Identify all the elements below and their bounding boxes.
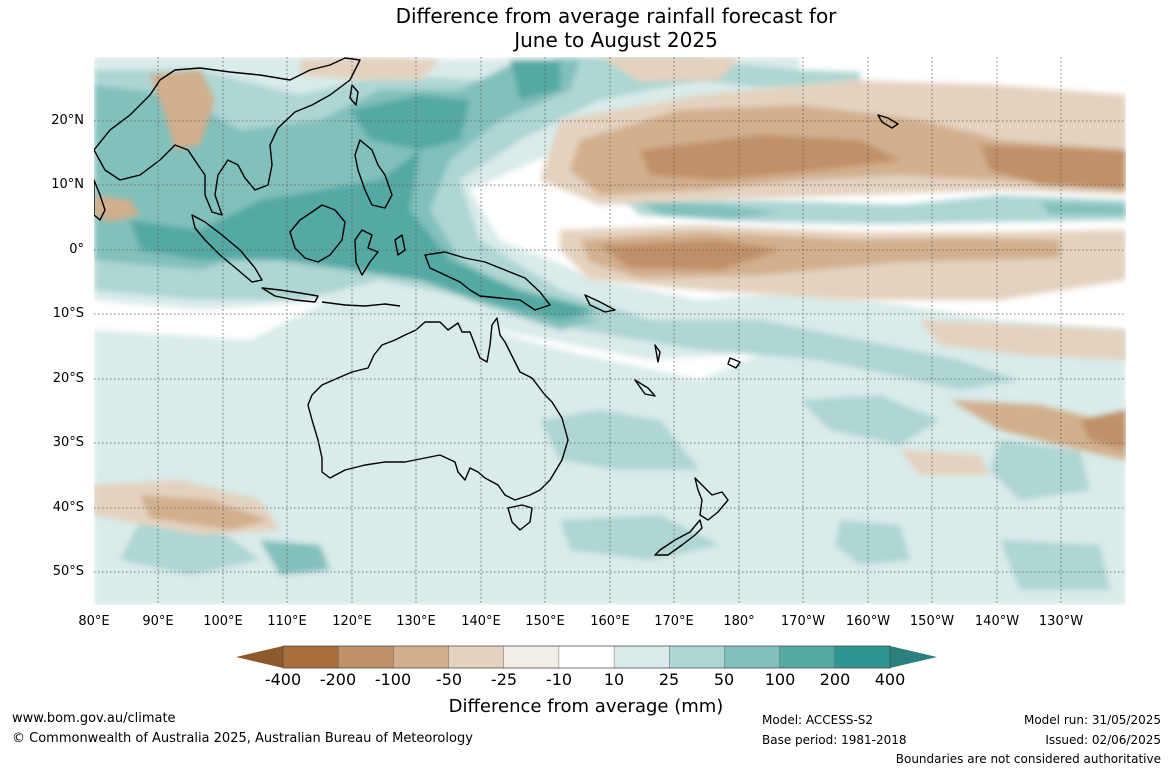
lon-label-180: 180° bbox=[723, 614, 755, 629]
lat-label-20s: 20°S bbox=[52, 371, 84, 386]
lon-label-170w: 170°W bbox=[780, 614, 826, 629]
lat-label-50s: 50°S bbox=[52, 564, 84, 579]
new-caledonia-outline bbox=[634, 379, 656, 397]
philippines-outline bbox=[354, 139, 393, 209]
lon-label-140e: 140°E bbox=[461, 614, 501, 629]
new-zealand-north-outline bbox=[694, 477, 729, 521]
solomon-islands-outline bbox=[584, 294, 616, 313]
lat-label-0: 0° bbox=[69, 242, 84, 257]
sumatra-outline bbox=[191, 214, 263, 283]
fiji-outline bbox=[727, 357, 741, 369]
lat-label-30s: 30°S bbox=[52, 435, 84, 450]
lon-label-100e: 100°E bbox=[203, 614, 243, 629]
java-outline bbox=[261, 287, 319, 303]
borneo-outline bbox=[289, 204, 346, 263]
colorbar-label: 10 bbox=[603, 670, 625, 689]
vanuatu-outline bbox=[654, 344, 661, 363]
australia-outline bbox=[307, 317, 569, 501]
lat-label-40s: 40°S bbox=[52, 500, 84, 515]
lon-label-130w: 130°W bbox=[1038, 614, 1084, 629]
disclaimer-text: Boundaries are not considered authoritat… bbox=[895, 752, 1161, 766]
model-text: Model: ACCESS-S2 bbox=[762, 713, 874, 727]
colorbar-label: 50 bbox=[713, 670, 735, 689]
copyright-text: © Commonwealth of Australia 2025, Austra… bbox=[12, 731, 473, 746]
website-link[interactable]: www.bom.gov.au/climate bbox=[12, 711, 176, 726]
lat-label-20n: 20°N bbox=[51, 113, 84, 128]
lon-label-170e: 170°E bbox=[654, 614, 694, 629]
base-period-text: Base period: 1981-2018 bbox=[762, 733, 907, 747]
colorbar-label: 100 bbox=[764, 670, 796, 689]
lesser-sunda-outline bbox=[321, 301, 401, 307]
issued-text: Issued: 02/06/2025 bbox=[1045, 733, 1161, 747]
colorbar-label: 400 bbox=[874, 670, 906, 689]
mainland-asia-outline bbox=[94, 57, 361, 216]
lon-label-160e: 160°E bbox=[590, 614, 630, 629]
colorbar-label: 200 bbox=[819, 670, 851, 689]
colorbar-label: -200 bbox=[319, 670, 357, 689]
title-line-1: Difference from average rainfall forecas… bbox=[395, 4, 837, 28]
new-zealand-south-outline bbox=[654, 519, 703, 556]
title-line-2: June to August 2025 bbox=[514, 28, 718, 52]
new-guinea-outline bbox=[424, 251, 551, 311]
tasmania-outline bbox=[507, 504, 533, 531]
colorbar-title: Difference from average (mm) bbox=[448, 696, 724, 717]
lon-label-120e: 120°E bbox=[332, 614, 372, 629]
coastlines bbox=[94, 57, 899, 556]
lon-label-150w: 150°W bbox=[909, 614, 955, 629]
wet-anomaly-regions bbox=[94, 57, 1126, 605]
sulawesi-outline bbox=[354, 229, 379, 276]
colorbar-label: -25 bbox=[490, 670, 518, 689]
colorbar-label: -100 bbox=[374, 670, 412, 689]
hawaii-outline bbox=[877, 114, 899, 129]
graticule bbox=[94, 57, 1126, 605]
lat-label-10n: 10°N bbox=[51, 177, 84, 192]
colorbar-label: -400 bbox=[264, 670, 302, 689]
map-title: Difference from average rainfall forecas… bbox=[0, 4, 1173, 52]
lon-label-150e: 150°E bbox=[525, 614, 565, 629]
lat-label-10s: 10°S bbox=[52, 306, 84, 321]
colorbar-label: -10 bbox=[545, 670, 573, 689]
lon-label-130e: 130°E bbox=[396, 614, 436, 629]
lon-label-110e: 110°E bbox=[267, 614, 307, 629]
colorbar-label: -50 bbox=[435, 670, 463, 689]
taiwan-outline bbox=[349, 84, 359, 106]
lon-label-80e: 80°E bbox=[78, 614, 110, 629]
colorbar-label: 25 bbox=[658, 670, 680, 689]
model-run-text: Model run: 31/05/2025 bbox=[1023, 713, 1161, 727]
dry-anomaly-regions bbox=[94, 57, 1126, 535]
lon-label-160w: 160°W bbox=[845, 614, 891, 629]
india-outline bbox=[94, 179, 106, 221]
halmahera-outline bbox=[394, 234, 406, 256]
lon-label-140w: 140°W bbox=[974, 614, 1020, 629]
lon-label-90e: 90°E bbox=[142, 614, 174, 629]
